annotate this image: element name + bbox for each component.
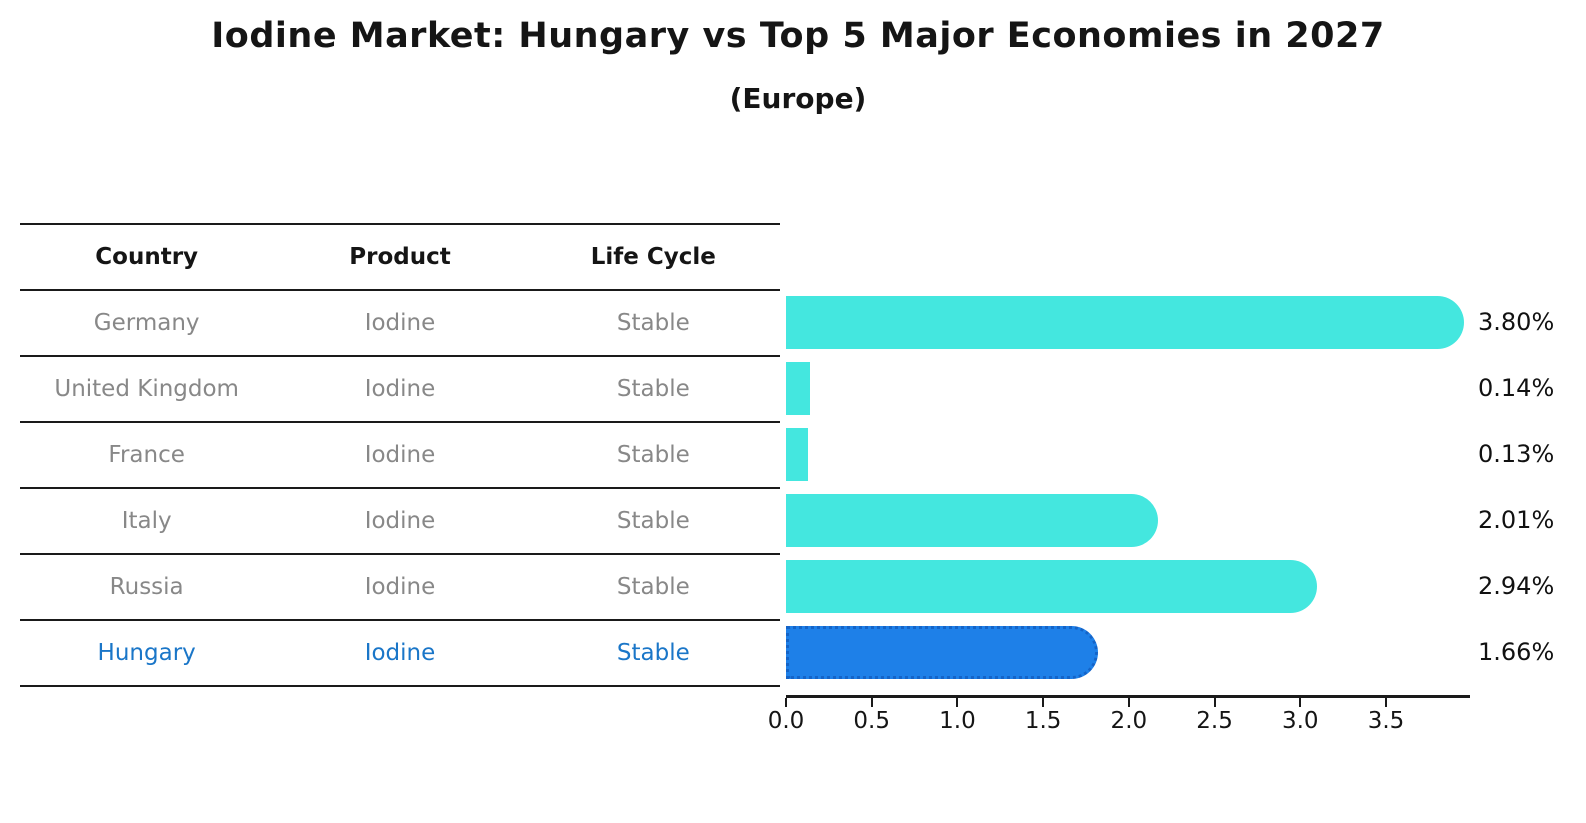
x-tick-label: 0.0 (767, 708, 805, 734)
value-row: 2.94% (1478, 553, 1586, 619)
x-tick-mark (785, 698, 787, 707)
table-cell-country: United Kingdom (54, 376, 239, 402)
bar-russia (786, 559, 1317, 613)
bar-value-label-italy: 2.01% (1478, 506, 1555, 534)
bar-italy (786, 493, 1158, 547)
table-cell-life-cycle: Stable (616, 508, 690, 534)
table-cell-product: Iodine (364, 442, 436, 468)
table-cell-country: Germany (93, 310, 200, 336)
table-cell-country: France (108, 442, 185, 468)
bar-row-united-kingdom (786, 355, 1470, 421)
bar-france (786, 427, 809, 481)
table-cell-product: Iodine (364, 376, 436, 402)
table-cell-life-cycle: Stable (616, 376, 690, 402)
x-tick-mark (1042, 698, 1045, 707)
bar-row-germany (786, 289, 1470, 355)
bar-value-label-united-kingdom: 0.14% (1478, 374, 1555, 402)
x-tick-label: 3.0 (1281, 708, 1319, 734)
bar-value-labels: 3.80% 0.14% 0.13% 2.01% 2.94% 1.66% (1478, 289, 1586, 685)
x-tick-mark (1299, 698, 1302, 707)
chart-subtitle: (Europe) (729, 82, 867, 115)
table-body: Germany Iodine Stable United Kingdom Iodine S… (20, 291, 780, 687)
table-cell-product: Iodine (364, 310, 436, 336)
table-row-hungary: Hungary Iodine Stable (20, 621, 780, 687)
table-cell-life-cycle: Stable (616, 310, 690, 336)
table-row-france: France Iodine Stable (20, 423, 780, 489)
table-row-italy: Italy Iodine Stable (20, 489, 780, 555)
x-tick-label: 3.5 (1367, 708, 1405, 734)
value-row: 0.14% (1478, 355, 1586, 421)
value-row: 1.66% (1478, 619, 1586, 685)
table-header-product: Product (349, 244, 451, 270)
table-row-united-kingdom: United Kingdom Iodine Stable (20, 357, 780, 423)
bar-germany (786, 295, 1465, 349)
bar-row-italy (786, 487, 1470, 553)
bar-row-france (786, 421, 1470, 487)
bar-value-label-russia: 2.94% (1478, 572, 1555, 600)
bar-value-label-hungary: 1.66% (1478, 638, 1555, 666)
table-header-life-cycle: Life Cycle (590, 244, 716, 270)
bar-hungary (786, 625, 1098, 679)
x-tick-label: 2.5 (1196, 708, 1233, 734)
bar-value-label-france: 0.13% (1478, 440, 1555, 468)
table-cell-life-cycle: Stable (616, 442, 690, 468)
table-row-russia: Russia Iodine Stable (20, 555, 780, 621)
x-tick-mark (870, 698, 873, 707)
x-tick-mark (956, 698, 959, 707)
table-cell-product: Iodine (364, 508, 436, 534)
table-header-row: Country Product Life Cycle (20, 225, 780, 291)
table-cell-product: Iodine (364, 640, 436, 666)
x-tick-label: 0.5 (853, 708, 890, 734)
table-cell-product: Iodine (364, 574, 436, 600)
x-tick-mark (1385, 698, 1387, 707)
value-row: 0.13% (1478, 421, 1586, 487)
x-tick-mark (1127, 698, 1130, 707)
value-row: 2.01% (1478, 487, 1586, 553)
table-cell-life-cycle: Stable (616, 574, 690, 600)
table-cell-country: Italy (121, 508, 172, 534)
x-tick-label: 1.0 (939, 708, 976, 734)
country-table: Country Product Life Cycle Germany Iodine… (20, 223, 780, 687)
bar-row-hungary (786, 619, 1470, 685)
table-row-germany: Germany Iodine Stable (20, 291, 780, 357)
table-cell-country: Hungary (97, 640, 196, 666)
bar-chart-plot-area (786, 289, 1470, 685)
x-axis-line (786, 695, 1470, 698)
bar-row-russia (786, 553, 1470, 619)
bar-value-label-germany: 3.80% (1478, 308, 1555, 336)
table-cell-country: Russia (109, 574, 184, 600)
bar-united-kingdom (786, 361, 810, 415)
x-tick-mark (1213, 698, 1216, 707)
x-tick-label: 1.5 (1024, 708, 1062, 734)
table-header-country: Country (95, 244, 199, 270)
x-tick-label: 2.0 (1110, 708, 1148, 734)
table-cell-life-cycle: Stable (616, 640, 690, 666)
chart-title: Iodine Market: Hungary vs Top 5 Major Ec… (211, 16, 1385, 56)
value-row: 3.80% (1478, 289, 1586, 355)
